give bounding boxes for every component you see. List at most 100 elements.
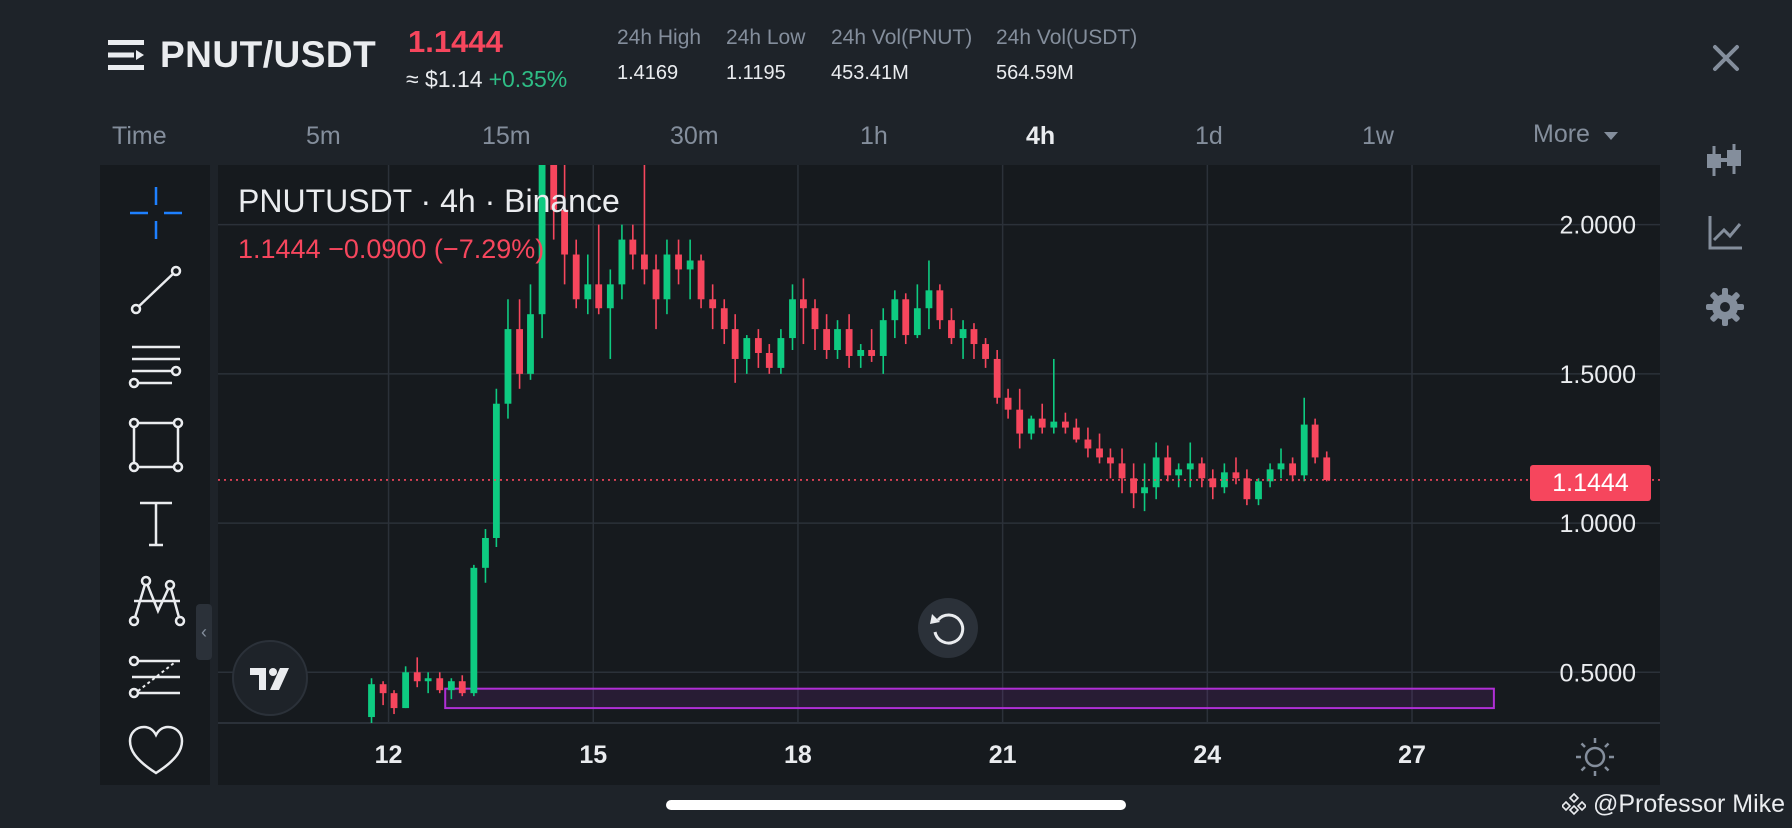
- reset-chart-icon[interactable]: [918, 598, 978, 658]
- candle-body: [470, 567, 478, 694]
- chart-symbol-title: PNUTUSDT · 4h · Binance: [238, 183, 620, 219]
- theme-sun-icon[interactable]: [1574, 736, 1616, 778]
- candle-body: [731, 329, 739, 359]
- hamburger-menu-icon[interactable]: [108, 38, 144, 72]
- chart-change-line: 1.1444 −0.0900 (−7.29%): [238, 234, 545, 264]
- y-tick-label: 1.5000: [1560, 361, 1636, 389]
- candles-icon[interactable]: [1702, 138, 1748, 184]
- candle-body: [1266, 469, 1274, 482]
- candle-body: [1130, 478, 1138, 494]
- candle-body: [402, 672, 410, 709]
- drawing-toolbar: [100, 165, 210, 785]
- candle-body: [606, 284, 614, 309]
- tab-15m[interactable]: 15m: [482, 122, 531, 150]
- candle-body: [595, 284, 603, 309]
- candle-body: [1164, 457, 1172, 476]
- candle-body: [675, 254, 682, 270]
- candle-body: [754, 338, 762, 353]
- chart-area[interactable]: 2.0000 1.5000 1.0000 0.5000 12 15 18 21 24 27: [218, 165, 1660, 785]
- candle-body: [516, 329, 523, 374]
- settings-gear-icon[interactable]: [1702, 284, 1748, 330]
- watermark: @Professor Mike: [1560, 790, 1786, 819]
- candle-body: [925, 290, 933, 309]
- rectangle-icon[interactable]: [124, 415, 188, 475]
- candle-body: [1220, 472, 1228, 488]
- current-price-tag: 1.1444: [1530, 465, 1651, 501]
- candle-body: [1277, 463, 1285, 470]
- candle-body: [1027, 418, 1035, 434]
- candle-body: [743, 338, 751, 359]
- candle-body: [982, 344, 989, 359]
- approx-usd-price: ≈ $1.14 +0.35%: [406, 66, 567, 93]
- crosshair-icon[interactable]: [124, 183, 188, 243]
- favorite-heart-icon[interactable]: [124, 721, 188, 781]
- candle-body: [1243, 478, 1251, 500]
- indicators-icon[interactable]: [1702, 210, 1748, 256]
- candle-body: [641, 254, 648, 270]
- stat-value-24h-low: 1.1195: [726, 62, 786, 84]
- stat-label-24h-vol-pnut: 24h Vol(PNUT): [831, 26, 973, 49]
- candle-body: [550, 165, 558, 210]
- candle-body: [1209, 478, 1217, 488]
- last-price: 1.1444: [408, 24, 503, 59]
- home-indicator[interactable]: [666, 800, 1126, 810]
- candle-body: [492, 403, 500, 538]
- tab-4h[interactable]: 4h: [1026, 122, 1056, 150]
- stat-value-24h-vol-usdt: 564.59M: [996, 62, 1074, 84]
- candle-body: [458, 681, 466, 694]
- more-dropdown[interactable]: More: [1533, 120, 1619, 149]
- caret-down-icon: [1603, 132, 1618, 140]
- candle-body: [618, 239, 626, 285]
- candle-body: [879, 320, 887, 356]
- candle-body: [936, 290, 944, 321]
- candle-body: [834, 329, 841, 351]
- candle-body: [1186, 463, 1194, 470]
- tradingview-logo-icon[interactable]: [232, 640, 308, 716]
- tab-5m[interactable]: 5m: [306, 122, 341, 150]
- candle-body: [1323, 457, 1331, 480]
- tab-1h[interactable]: 1h: [860, 122, 888, 150]
- pattern-icon[interactable]: [124, 571, 188, 631]
- stat-label-24h-high: 24h High: [617, 26, 702, 49]
- candle-body: [857, 350, 865, 356]
- tab-30m[interactable]: 30m: [670, 122, 719, 150]
- candle-body: [1061, 421, 1069, 428]
- tab-1d[interactable]: 1d: [1195, 122, 1223, 150]
- text-icon[interactable]: [124, 493, 188, 553]
- candle-body: [527, 314, 534, 374]
- y-tick-label: 0.5000: [1560, 659, 1636, 687]
- stat-label-24h-vol-usdt: 24h Vol(USDT): [996, 26, 1138, 49]
- support-zone-rect: [444, 687, 1495, 710]
- candle-body: [390, 693, 398, 709]
- more-label: More: [1533, 120, 1590, 148]
- candle-body: [1152, 457, 1160, 488]
- tab-time[interactable]: Time: [112, 122, 167, 150]
- close-icon[interactable]: [1706, 38, 1746, 78]
- x-tick-label: 24: [1193, 741, 1221, 769]
- candle-body: [970, 329, 978, 345]
- trading-pair-title[interactable]: PNUT/USDT: [160, 34, 377, 75]
- stat-value-24h-high: 1.4169: [617, 62, 679, 84]
- x-tick-label: 15: [579, 741, 607, 769]
- watermark-text: @Professor Mike: [1592, 790, 1786, 818]
- horizontal-lines-icon[interactable]: [124, 337, 188, 397]
- candle-body: [561, 209, 569, 255]
- candle-body: [993, 358, 1001, 398]
- candle-body: [1016, 409, 1024, 434]
- trend-line-icon[interactable]: [124, 261, 188, 321]
- collapse-toolbar-tab[interactable]: ‹: [196, 604, 212, 660]
- candle-body: [447, 681, 455, 691]
- candle-body: [948, 320, 955, 339]
- candle-body: [765, 352, 773, 368]
- candle-body: [538, 165, 546, 315]
- candlestick-chart[interactable]: 2.0000 1.5000 1.0000 0.5000 12 15 18 21 24 27: [218, 165, 1660, 785]
- candle-body: [572, 254, 580, 300]
- header-bar: PNUT/USDT 1.1444 ≈ $1.14 +0.35% 24h High …: [0, 0, 1792, 110]
- fib-icon[interactable]: [124, 649, 188, 709]
- tab-1w[interactable]: 1w: [1362, 122, 1394, 150]
- candle-body: [1107, 457, 1114, 464]
- x-tick-label: 12: [375, 741, 403, 769]
- candle-body: [789, 299, 796, 339]
- candle-body: [891, 299, 899, 321]
- candle-body: [799, 299, 807, 309]
